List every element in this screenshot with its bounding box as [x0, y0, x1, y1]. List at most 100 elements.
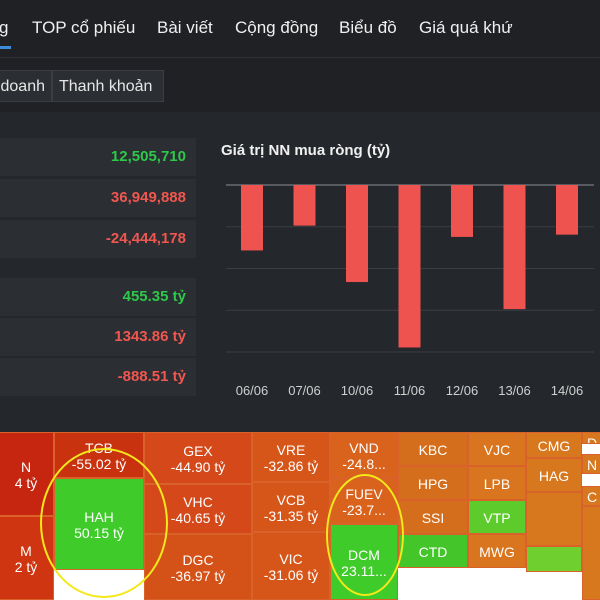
tile-symbol: KBC	[418, 442, 448, 458]
tile-value: 2 tỷ	[14, 559, 38, 575]
heatmap-tile-dcm[interactable]: DCM 23.11...	[330, 524, 398, 600]
heatmap-tile-vnd[interactable]: VND -24.8...	[330, 432, 398, 478]
tile-symbol: TCB	[85, 440, 113, 456]
x-tick-label: 14/06	[551, 383, 584, 398]
stat-row: 36,949,888	[0, 179, 196, 217]
tab-liquidity[interactable]: Thanh khoản	[52, 70, 164, 102]
heatmap-tile-cmg[interactable]: CMG	[526, 432, 582, 458]
stat-value: 455.35 tỷ	[122, 288, 186, 305]
heatmap-tile-dgc[interactable]: DGC -36.97 tỷ	[144, 534, 252, 600]
tab-revenue[interactable]: doanh	[0, 70, 52, 102]
bar-12/06[interactable]	[451, 185, 473, 237]
bar-07/06[interactable]	[293, 185, 316, 226]
sub-tabs: doanh Thanh khoản	[0, 58, 600, 112]
x-tick-label: 12/06	[446, 383, 479, 398]
tile-value: -36.97 tỷ	[170, 568, 226, 584]
heatmap-tile-hah[interactable]: HAH 50.15 tỷ	[54, 478, 144, 570]
stat-row: -24,444,178	[0, 220, 196, 258]
nav-item-top-stocks[interactable]: TOP cổ phiếu	[32, 18, 136, 37]
heatmap-tile-hag[interactable]: HAG	[526, 458, 582, 492]
stat-row: 455.35 tỷ	[0, 278, 196, 316]
bar-11/06[interactable]	[398, 185, 421, 348]
tile-value: -55.02 tỷ	[71, 456, 127, 472]
heatmap-tile-kbc[interactable]: KBC	[398, 432, 468, 466]
tile-symbol: N	[20, 459, 32, 475]
heatmap-tile-vhc[interactable]: VHC -40.65 tỷ	[144, 484, 252, 534]
tile-symbol: HPG	[417, 476, 449, 492]
stat-value: -24,444,178	[105, 230, 186, 247]
chart-title: Giá trị NN mua ròng (tỷ)	[221, 142, 391, 159]
tile-value: -23.7...	[342, 502, 386, 518]
heatmap-tile-tcb[interactable]: TCB -55.02 tỷ	[54, 432, 144, 478]
stat-value: 12,505,710	[110, 148, 186, 165]
tile-value: -44.90 tỷ	[170, 459, 226, 475]
tile-symbol: D	[586, 435, 598, 444]
heatmap-tile-gex[interactable]: GEX -44.90 tỷ	[144, 432, 252, 484]
tile-value: 4 tỷ	[14, 475, 38, 491]
heatmap-tile-ssi[interactable]: SSI	[398, 500, 468, 534]
tile-symbol: DGC	[182, 552, 214, 568]
heatmap-tile-fuev[interactable]: FUEV -23.7...	[330, 478, 398, 524]
heatmap-tile-ctd[interactable]: CTD	[398, 534, 468, 568]
stat-row: -888.51 tỷ	[0, 358, 196, 396]
heatmap-tile-vtp[interactable]: VTP	[468, 500, 526, 534]
x-tick-label: 11/06	[394, 383, 426, 398]
bar-06/06[interactable]	[241, 185, 263, 251]
tile-value: 23.11...	[341, 563, 387, 579]
tile-symbol: HAH	[84, 509, 114, 525]
tile-value: -31.06 tỷ	[263, 567, 319, 583]
heatmap-tile-vre[interactable]: VRE -32.86 tỷ	[252, 432, 330, 482]
stat-row: 12,505,710	[0, 138, 196, 176]
tile-symbol: HAG	[538, 468, 570, 484]
tile-symbol: DCM	[348, 547, 380, 563]
tile-symbol: VIC	[279, 551, 303, 567]
tile-symbol: FUEV	[345, 486, 383, 502]
heatmap-tile-vjc[interactable]: VJC	[468, 432, 526, 466]
heatmap-tile-d[interactable]: D	[582, 432, 600, 444]
tile-value: -31.35 tỷ	[263, 508, 319, 524]
x-tick-label: 06/06	[236, 383, 269, 398]
heatmap-tile-mwg[interactable]: MWG	[468, 534, 526, 568]
nav-item-charts[interactable]: Biểu đồ	[339, 18, 397, 37]
tile-symbol: VND	[349, 440, 379, 456]
heatmap-tile-lpb[interactable]: LPB	[468, 466, 526, 500]
heatmap-tile-vcb[interactable]: VCB -31.35 tỷ	[252, 482, 330, 532]
heatmap-tile-hpg[interactable]: HPG	[398, 466, 468, 500]
bar-13/06[interactable]	[503, 185, 526, 310]
tile-symbol: VJC	[483, 442, 511, 458]
stat-value: 1343.86 tỷ	[114, 328, 186, 345]
heatmap-tile-unlabeled[interactable]	[526, 492, 582, 546]
tile-symbol: SSI	[421, 510, 445, 526]
bar-14/06[interactable]	[556, 185, 578, 235]
stat-row: 1343.86 tỷ	[0, 318, 196, 356]
bar-10/06[interactable]	[346, 185, 368, 283]
heatmap-tile-c[interactable]: C	[582, 486, 600, 506]
heatmap-tile-unlabeled[interactable]	[582, 506, 600, 600]
x-tick-label: 10/06	[341, 383, 374, 398]
tile-symbol: VHC	[183, 494, 213, 510]
tile-symbol: GEX	[183, 443, 213, 459]
tile-symbol: LPB	[483, 476, 511, 492]
tile-symbol: VCB	[276, 492, 306, 508]
x-tick-label: 07/06	[288, 383, 321, 398]
tile-symbol: CTD	[418, 544, 448, 560]
nav-active-indicator	[0, 46, 11, 49]
tile-symbol: MWG	[479, 544, 515, 560]
heatmap-tile-unlabeled[interactable]	[526, 546, 582, 572]
tile-symbol: M	[20, 543, 32, 559]
nav-item-community[interactable]: Cộng đồng	[235, 18, 319, 37]
heatmap-tile-vic[interactable]: VIC -31.06 tỷ	[252, 532, 330, 600]
nav-item-active[interactable]: g	[0, 18, 9, 37]
tile-symbol: N	[586, 457, 598, 473]
tile-symbol: VTP	[483, 510, 511, 526]
nav-item-articles[interactable]: Bài viết	[157, 18, 213, 37]
nav-item-history[interactable]: Giá quá khứ	[419, 18, 513, 37]
tile-value: -24.8...	[342, 456, 386, 472]
tile-symbol: C	[586, 489, 598, 505]
tile-value: -40.65 tỷ	[170, 510, 226, 526]
stat-value: 36,949,888	[110, 189, 186, 206]
heatmap-tile-n[interactable]: N	[582, 454, 600, 474]
